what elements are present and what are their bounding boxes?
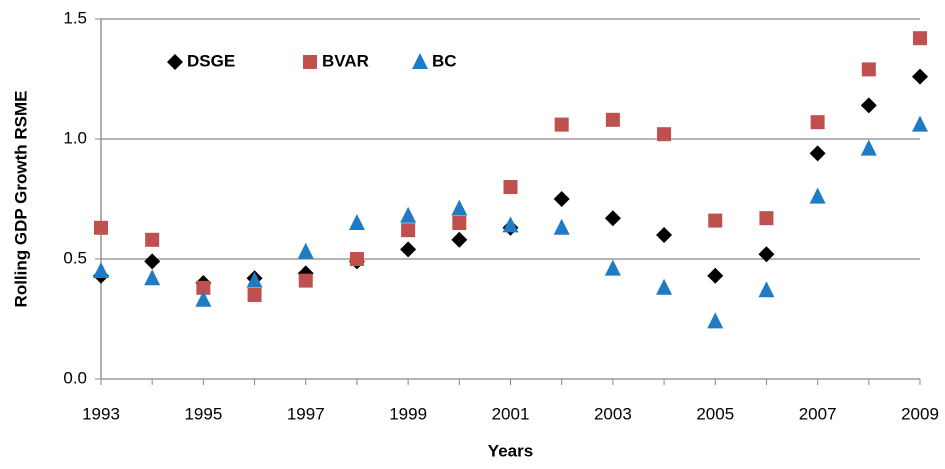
square-marker — [657, 127, 672, 142]
triangle-marker — [604, 259, 621, 276]
triangle-marker — [348, 214, 365, 230]
square-marker — [145, 232, 160, 247]
diamond-marker — [604, 210, 621, 227]
y-tick-label: 0.5 — [63, 248, 87, 267]
diamond-marker — [860, 97, 877, 114]
triangle-marker — [297, 242, 314, 259]
diamond-marker — [451, 231, 468, 248]
square-marker — [247, 288, 262, 302]
triangle-marker — [809, 187, 826, 204]
square-marker — [503, 180, 518, 194]
square-marker — [452, 216, 467, 230]
legend-label: BC — [432, 51, 457, 70]
square-marker — [605, 112, 620, 127]
triangle-marker — [412, 53, 428, 69]
x-tick-label: 1993 — [82, 404, 120, 423]
triangle-marker — [553, 218, 570, 235]
y-tick-label: 1.0 — [63, 128, 87, 147]
triangle-marker — [400, 206, 417, 223]
legend-label: DSGE — [187, 51, 235, 70]
x-tick-label: 2005 — [696, 404, 734, 423]
square-marker — [554, 117, 569, 132]
diamond-marker — [912, 68, 928, 85]
square-marker — [759, 211, 774, 226]
x-tick-label: 2003 — [594, 404, 632, 423]
x-tick-label: 2009 — [901, 404, 939, 423]
triangle-marker — [451, 199, 468, 216]
x-tick-label: 2007 — [799, 404, 837, 423]
y-tick-label: 1.5 — [63, 8, 87, 27]
triangle-marker — [144, 269, 161, 286]
square-marker — [303, 55, 317, 69]
y-tick-label: 0.0 — [63, 368, 87, 387]
diamond-marker — [707, 267, 724, 284]
triangle-marker — [195, 290, 212, 307]
triangle-marker — [246, 271, 263, 288]
diamond-marker — [758, 246, 775, 263]
square-marker — [298, 273, 313, 288]
x-tick-label: 1995 — [184, 404, 222, 423]
square-marker — [401, 223, 416, 238]
square-marker — [810, 115, 825, 130]
triangle-marker — [758, 281, 775, 298]
x-tick-label: 2001 — [492, 404, 530, 423]
diamond-marker — [553, 191, 570, 207]
triangle-marker — [707, 312, 724, 329]
square-marker — [196, 280, 211, 295]
legend-label: BVAR — [322, 51, 369, 70]
diamond-marker — [809, 145, 826, 162]
diamond-marker — [144, 253, 161, 270]
square-marker — [94, 220, 108, 235]
square-marker — [349, 252, 364, 266]
square-marker — [861, 62, 876, 77]
y-axis-label: Rolling GDP Growth RSME — [11, 91, 30, 308]
triangle-marker — [656, 278, 673, 295]
square-marker — [708, 213, 723, 228]
x-axis-label: Years — [488, 441, 533, 460]
square-marker — [913, 31, 927, 46]
diamond-marker — [656, 227, 673, 243]
x-tick-label: 1997 — [287, 404, 325, 423]
triangle-marker — [860, 139, 877, 156]
diamond-marker — [400, 241, 417, 258]
triangle-marker — [912, 115, 928, 132]
diamond-marker — [167, 54, 183, 70]
triangle-marker — [93, 262, 109, 278]
x-tick-label: 1999 — [389, 404, 427, 423]
triangle-marker — [502, 216, 519, 233]
